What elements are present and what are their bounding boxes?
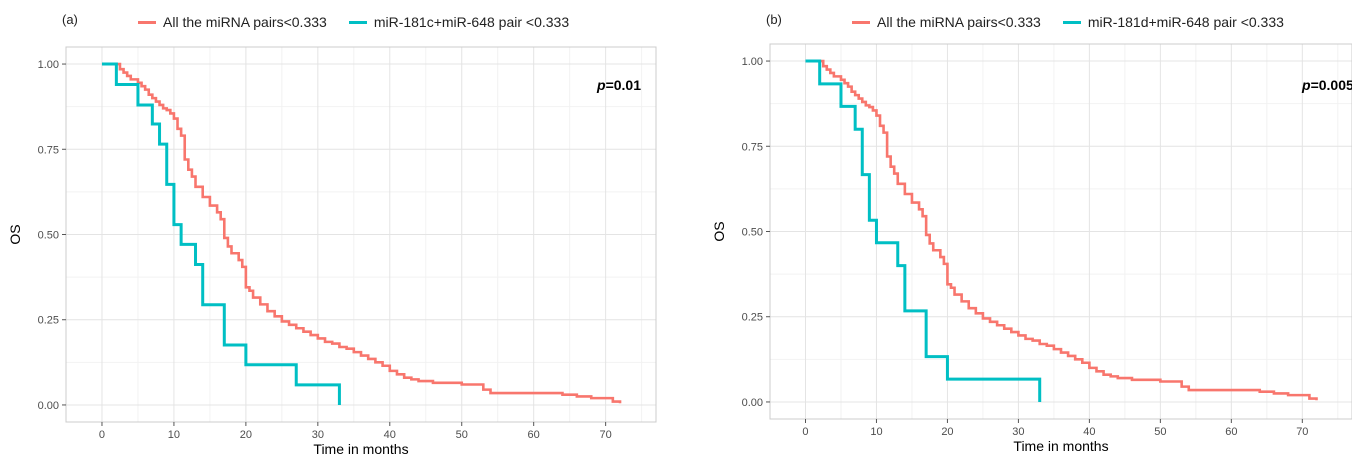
km-curve-series-2	[101, 62, 341, 405]
legend-swatch-icon	[348, 20, 367, 24]
y-tick-label: 0.00	[742, 397, 763, 409]
y-tick-label: 0.25	[742, 312, 763, 324]
x-tick-label: 20	[240, 429, 252, 441]
y-tick-label: 0.50	[742, 227, 763, 239]
x-tick-label: 70	[600, 429, 612, 441]
p-symbol: p	[596, 77, 606, 93]
x-tick-label: 10	[168, 429, 180, 441]
x-tick-label: 40	[1083, 426, 1095, 438]
y-axis-title: OS	[711, 221, 727, 241]
km-curve-series-1	[101, 62, 622, 404]
x-tick-label: 30	[312, 429, 324, 441]
x-tick-label: 30	[1012, 426, 1024, 438]
panel-label: (a)	[62, 12, 78, 27]
legend-item-series-1: All the miRNA pairs<0.333	[852, 14, 1041, 30]
legend-label: miR-181c+miR-648 pair <0.333	[373, 14, 570, 30]
x-tick-label: 70	[1296, 426, 1308, 438]
km-panel-b: (b) All the miRNA pairs<0.333 miR-181d+m…	[690, 0, 1352, 455]
legend-swatch-icon	[852, 20, 870, 24]
km-curve-series-1	[805, 59, 1318, 401]
x-tick-label: 0	[802, 426, 808, 438]
legend-label: All the miRNA pairs<0.333	[163, 14, 327, 30]
km-plot-b: 0 10 20 30 40 50 60 70 0.00 0.25 0.50 0.75 1.00 Time …	[711, 43, 1352, 454]
p-value: =0.005	[1311, 77, 1352, 93]
y-tick-label: 0.50	[38, 230, 59, 242]
legend-label: All the miRNA pairs<0.333	[877, 14, 1041, 30]
p-symbol: p	[1301, 77, 1311, 93]
y-tick-label: 0.75	[38, 144, 59, 156]
p-value: =0.01	[606, 77, 642, 93]
y-tick-label: 1.00	[38, 59, 59, 71]
p-value-annotation: p=0.01	[596, 77, 641, 93]
x-axis-title: Time in months	[1013, 438, 1108, 454]
y-tick-label: 0.75	[742, 141, 763, 153]
x-tick-label: 50	[456, 429, 468, 441]
panel-label: (b)	[766, 12, 782, 27]
x-tick-label: 40	[384, 429, 396, 441]
legend-item-series-1: All the miRNA pairs<0.333	[138, 14, 327, 30]
legend-item-series-2: miR-181c+miR-648 pair <0.333	[348, 14, 570, 30]
legend: All the miRNA pairs<0.333 miR-181c+miR-6…	[138, 14, 591, 30]
x-tick-label: 60	[1225, 426, 1237, 438]
y-tick-label: 0.00	[38, 400, 59, 412]
x-tick-label: 60	[528, 429, 540, 441]
y-tick-label: 0.25	[38, 315, 59, 327]
legend: All the miRNA pairs<0.333 miR-181d+miR-6…	[852, 14, 1306, 30]
x-axis-title: Time in months	[313, 441, 408, 455]
x-tick-label: 10	[870, 426, 882, 438]
legend-item-series-2: miR-181d+miR-648 pair <0.333	[1062, 14, 1284, 30]
x-tick-label: 0	[99, 429, 105, 441]
km-panel-a: (a) All the miRNA pairs<0.333 miR-181c+m…	[0, 0, 670, 455]
legend-label: miR-181d+miR-648 pair <0.333	[1087, 14, 1284, 30]
x-tick-label: 20	[941, 426, 953, 438]
km-curve-series-2	[805, 59, 1042, 402]
x-tick-label: 50	[1154, 426, 1166, 438]
legend-swatch-icon	[138, 20, 156, 24]
y-axis-title: OS	[7, 224, 23, 244]
legend-swatch-icon	[1062, 20, 1081, 24]
y-tick-label: 1.00	[742, 56, 763, 68]
p-value-annotation: p=0.005	[1301, 77, 1352, 93]
km-plot-a: 0 10 20 30 40 50 60 70 0.00 0.25 0.50 0.75 1.00 Time …	[7, 46, 657, 455]
